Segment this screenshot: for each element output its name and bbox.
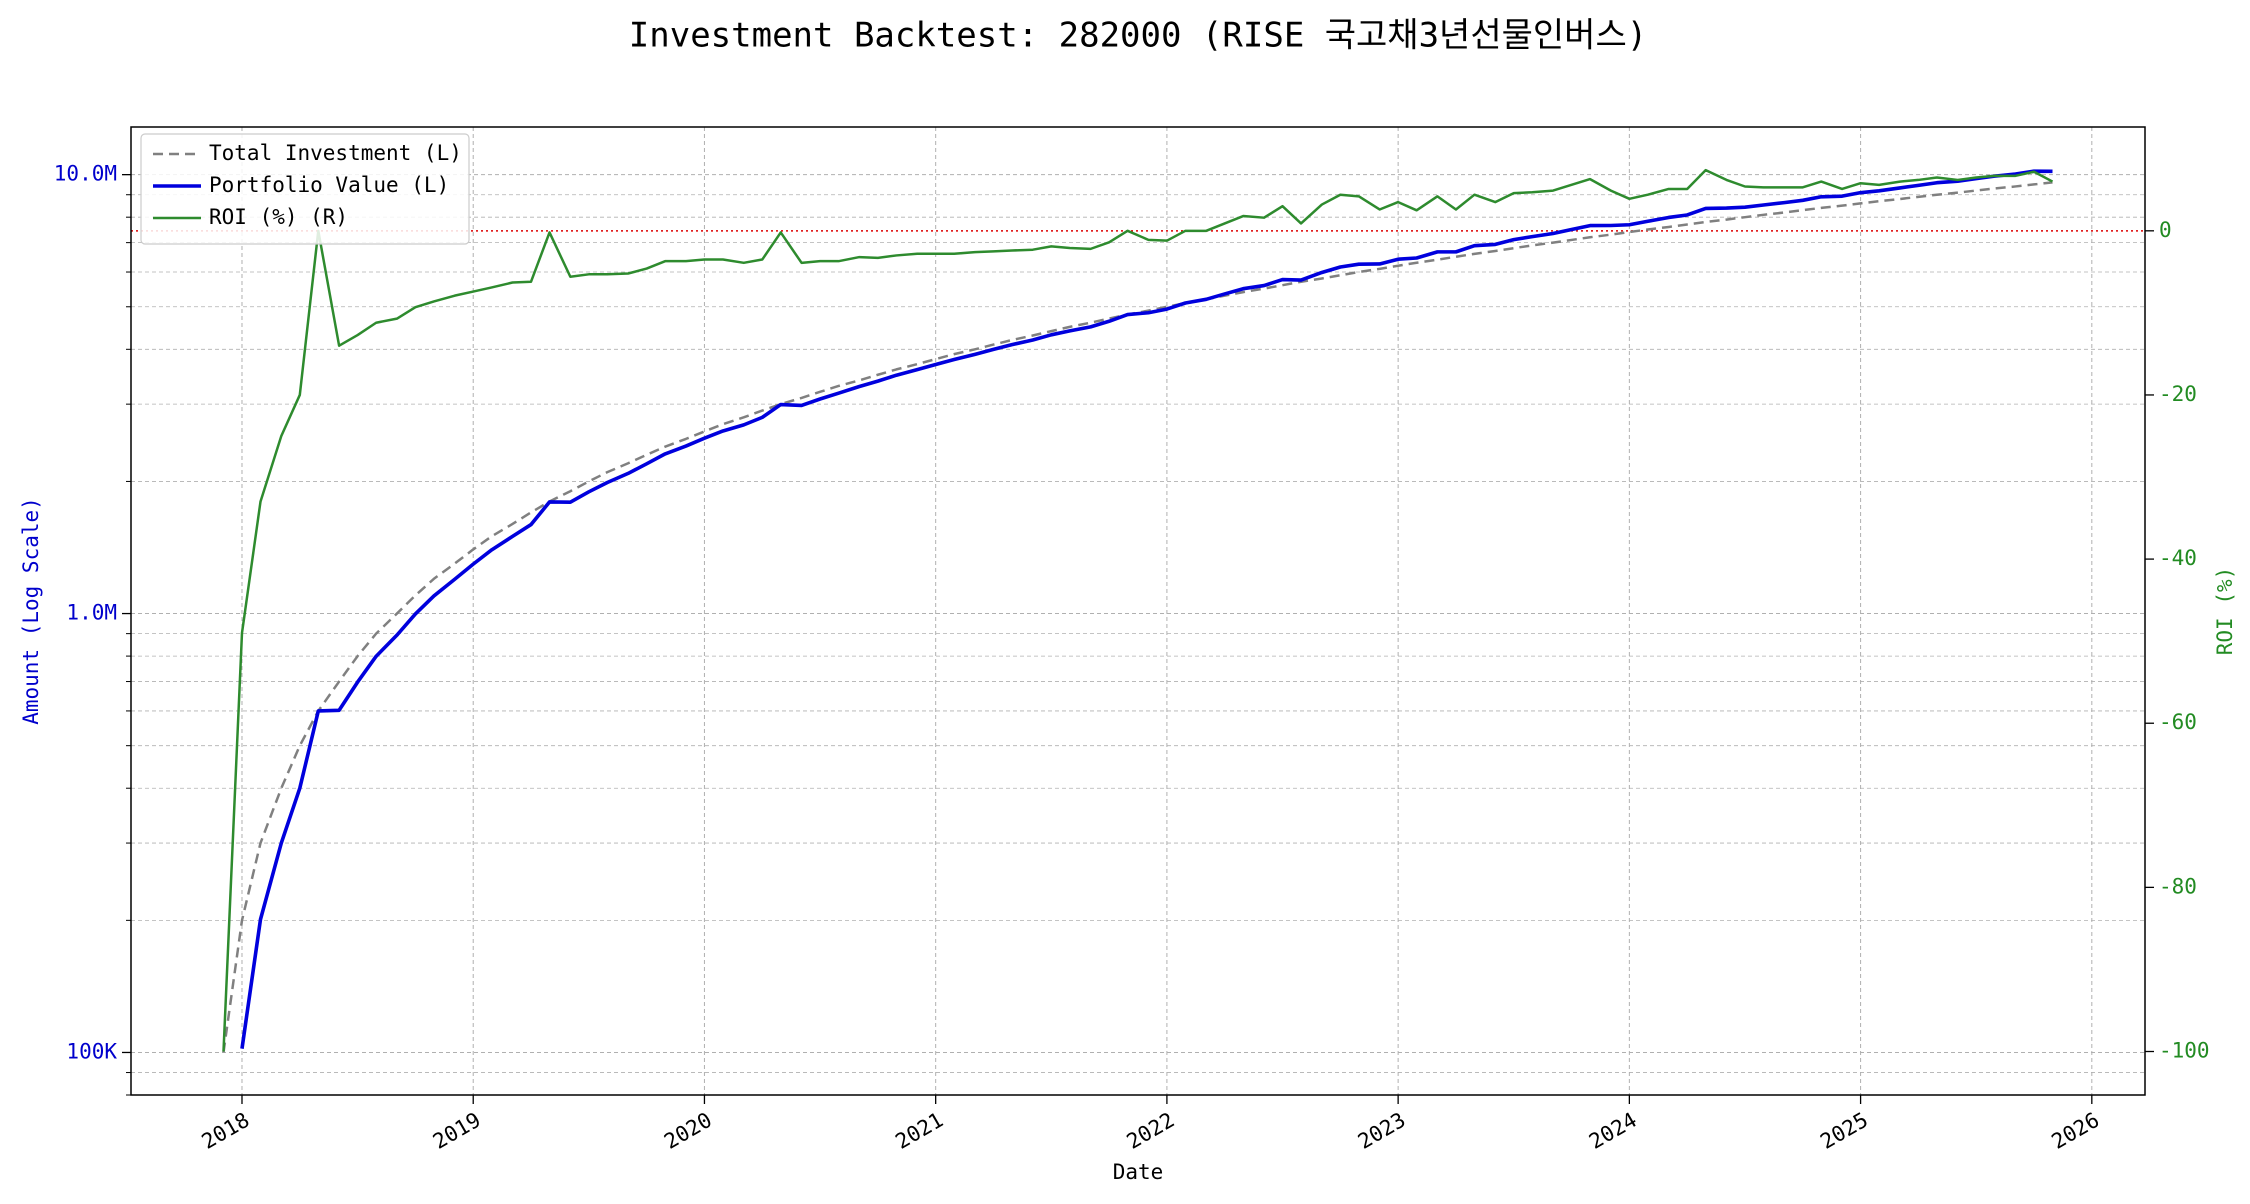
- legend-label: Portfolio Value (L): [209, 173, 449, 197]
- y-tick-label: 1.0M: [66, 601, 117, 625]
- y2-tick-label: -60: [2159, 710, 2197, 734]
- x-tick-label: 2022: [1123, 1108, 1179, 1154]
- legend: Total Investment (L) Portfolio Value (L) R…: [140, 133, 470, 245]
- x-tick-label: 2024: [1585, 1108, 1641, 1154]
- y2-tick-label: 0: [2159, 218, 2172, 242]
- x-tick-label: 2025: [1816, 1108, 1872, 1154]
- series-line: [240, 169, 2053, 1049]
- x-tick-label: 2019: [429, 1108, 485, 1154]
- legend-label: ROI (%) (R): [209, 205, 348, 229]
- y-tick-label: 10.0M: [54, 162, 117, 186]
- y2-tick-label: -20: [2159, 382, 2197, 406]
- plot-frame: [130, 126, 2146, 1096]
- x-tick-label: 2021: [891, 1108, 947, 1154]
- x-tick-label: 2026: [2048, 1108, 2104, 1154]
- y-tick-label: 100K: [66, 1039, 117, 1063]
- series-line: [222, 181, 2053, 1053]
- x-axis-label: Date: [1113, 1160, 1164, 1184]
- plot-area: [222, 168, 2054, 1053]
- y2-tick-label: -40: [2159, 546, 2197, 570]
- y2-tick-label: -100: [2159, 1039, 2210, 1063]
- legend-label: Total Investment (L): [209, 141, 462, 165]
- y2-axis-label: ROI (%): [2213, 567, 2237, 656]
- legend-box: [140, 133, 470, 245]
- x-tick-label: 2023: [1354, 1108, 1410, 1154]
- series-line: [222, 168, 2054, 1052]
- chart-title: Investment Backtest: 282000 (RISE 국고채3년선…: [629, 16, 1647, 56]
- x-tick-label: 2018: [198, 1108, 254, 1154]
- y-axis-label: Amount (Log Scale): [19, 497, 43, 725]
- y2-tick-label: -80: [2159, 874, 2197, 898]
- x-tick-label: 2020: [660, 1108, 716, 1154]
